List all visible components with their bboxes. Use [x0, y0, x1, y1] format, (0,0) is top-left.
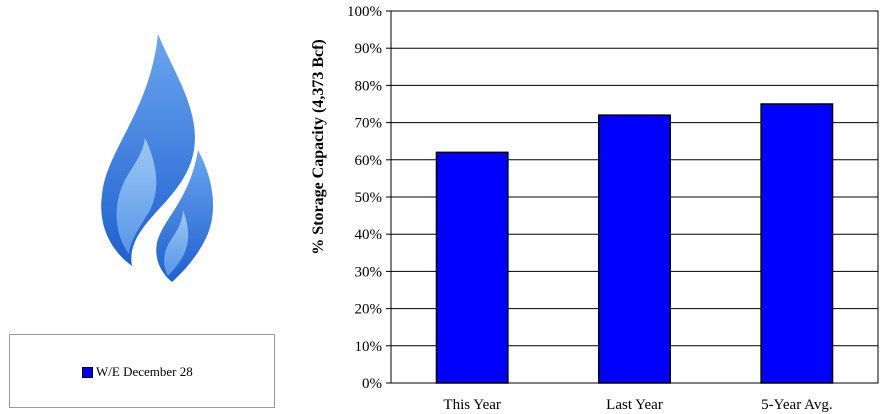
y-axis-ticks: 0% 10% 20% 30% 40% 50% 60% 70% 80% 90% 100%	[347, 4, 391, 392]
y-tick-label: 60%	[355, 153, 383, 169]
legend-swatch	[82, 366, 93, 378]
y-tick-label: 90%	[355, 41, 383, 57]
x-axis-ticks: This Year Last Year 5-Year Avg.	[443, 397, 832, 413]
plot-area: 0% 10% 20% 30% 40% 50% 60% 70% 80% 90% 100% This Y…	[347, 4, 879, 413]
bar	[760, 103, 834, 384]
x-tick-label: 5-Year Avg.	[761, 397, 833, 413]
y-tick-label: 40%	[355, 227, 383, 243]
y-tick-label: 10%	[355, 339, 383, 355]
gas-flame-icon	[101, 34, 214, 282]
legend-item: W/E December 28	[82, 364, 193, 380]
x-tick-label: Last Year	[606, 397, 663, 413]
legend-label: W/E December 28	[96, 364, 193, 379]
x-tick-label: This Year	[443, 397, 501, 413]
y-tick-label: 50%	[355, 190, 383, 206]
bar	[435, 151, 509, 384]
y-tick-label: 30%	[355, 264, 383, 280]
legend: W/E December 28	[9, 334, 275, 408]
bar	[598, 114, 671, 384]
y-tick-label: 100%	[347, 4, 382, 20]
y-tick-label: 0%	[362, 376, 382, 392]
y-tick-label: 20%	[355, 302, 383, 318]
y-tick-label: 80%	[355, 78, 383, 94]
y-tick-label: 70%	[355, 116, 383, 132]
bars	[435, 103, 834, 384]
y-axis-title: % Storage Capacity (4,373 Bcf)	[310, 39, 327, 255]
